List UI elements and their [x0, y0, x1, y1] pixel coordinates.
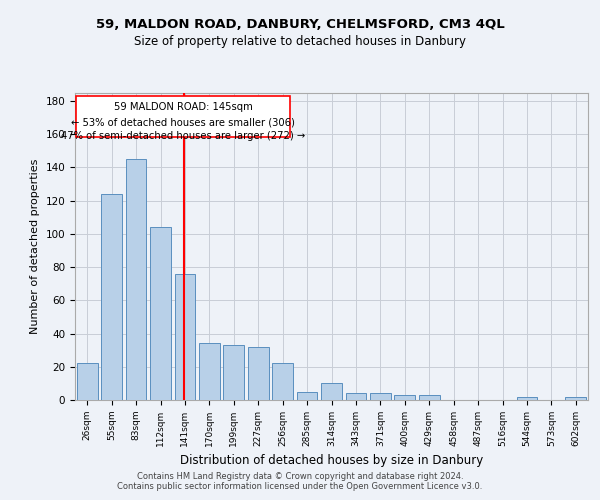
Bar: [199, 344, 220, 400]
Bar: [419, 395, 440, 400]
Text: ← 53% of detached houses are smaller (306): ← 53% of detached houses are smaller (30…: [71, 118, 295, 128]
Text: 59 MALDON ROAD: 145sqm: 59 MALDON ROAD: 145sqm: [114, 102, 253, 113]
Text: 59, MALDON ROAD, DANBURY, CHELMSFORD, CM3 4QL: 59, MALDON ROAD, DANBURY, CHELMSFORD, CM…: [95, 18, 505, 30]
Bar: [272, 364, 293, 400]
Bar: [517, 396, 538, 400]
Text: Size of property relative to detached houses in Danbury: Size of property relative to detached ho…: [134, 35, 466, 48]
Bar: [346, 394, 367, 400]
Bar: [321, 384, 342, 400]
Y-axis label: Number of detached properties: Number of detached properties: [30, 158, 40, 334]
Bar: [101, 194, 122, 400]
Bar: [394, 395, 415, 400]
Bar: [125, 159, 146, 400]
Bar: [223, 345, 244, 400]
Text: Contains public sector information licensed under the Open Government Licence v3: Contains public sector information licen…: [118, 482, 482, 491]
FancyBboxPatch shape: [76, 96, 290, 138]
Bar: [248, 347, 269, 400]
Bar: [296, 392, 317, 400]
X-axis label: Distribution of detached houses by size in Danbury: Distribution of detached houses by size …: [180, 454, 483, 468]
Bar: [175, 274, 196, 400]
Bar: [370, 394, 391, 400]
Text: Contains HM Land Registry data © Crown copyright and database right 2024.: Contains HM Land Registry data © Crown c…: [137, 472, 463, 481]
Bar: [77, 364, 98, 400]
Bar: [565, 396, 586, 400]
Bar: [150, 227, 171, 400]
Text: 47% of semi-detached houses are larger (272) →: 47% of semi-detached houses are larger (…: [61, 130, 305, 140]
